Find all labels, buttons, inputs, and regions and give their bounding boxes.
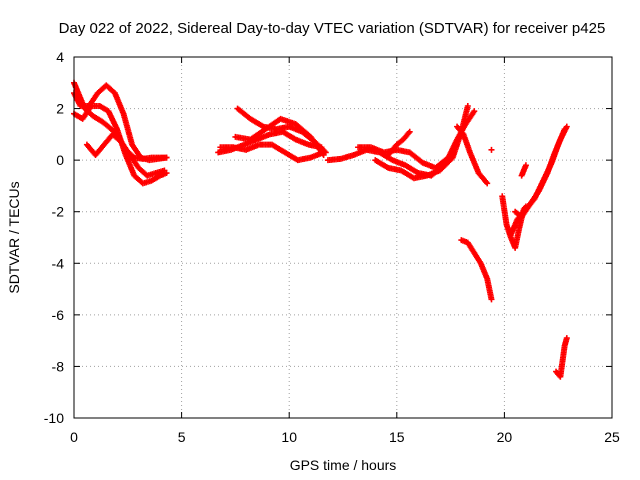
- y-tick-label: -2: [52, 204, 65, 220]
- data-point: [320, 151, 327, 158]
- series-track-d: [83, 131, 168, 179]
- y-tick-label: 0: [56, 152, 64, 168]
- data-point: [522, 162, 529, 169]
- series-track-o: [488, 146, 495, 153]
- data-point: [484, 180, 491, 187]
- data-point: [488, 146, 495, 153]
- data-point: [464, 102, 471, 109]
- y-tick-label: 2: [56, 101, 64, 117]
- data-point: [406, 128, 413, 135]
- x-tick-label: 10: [281, 429, 297, 445]
- series-track-n: [458, 237, 495, 303]
- data-point: [471, 108, 478, 115]
- x-tick-label: 5: [178, 429, 186, 445]
- data-point: [161, 167, 168, 174]
- data-point: [488, 296, 495, 303]
- y-tick-label: -8: [52, 358, 65, 374]
- x-tick-label: 25: [604, 429, 620, 445]
- series-track-k: [372, 102, 471, 182]
- series-track-r: [507, 126, 568, 238]
- chart-title: Day 022 of 2022, Sidereal Day-to-day VTE…: [59, 20, 606, 37]
- data-point: [561, 126, 568, 133]
- series-track-a: [71, 79, 170, 162]
- x-axis-label: GPS time / hours: [290, 457, 397, 473]
- data-point: [563, 335, 570, 342]
- series-track-t: [553, 335, 570, 380]
- plot-frame: [73, 56, 613, 419]
- series-track-l: [385, 128, 413, 158]
- series-track-g: [217, 141, 327, 164]
- y-tick-label: -4: [52, 255, 65, 271]
- series-track-s: [518, 162, 529, 179]
- series-track-h: [232, 115, 327, 158]
- series-track-m: [454, 123, 491, 187]
- y-tick-label: 4: [56, 49, 64, 65]
- y-tick-label: -10: [44, 410, 64, 426]
- data-points: [71, 79, 570, 380]
- y-tick-label: -6: [52, 307, 65, 323]
- x-tick-label: 15: [389, 429, 405, 445]
- x-tick-label: 0: [70, 429, 78, 445]
- x-tick-label: 20: [497, 429, 513, 445]
- series-track-b: [71, 82, 170, 164]
- data-point: [163, 154, 170, 161]
- y-axis-label: SDTVAR / TECUs: [6, 181, 22, 293]
- grid-lines: [74, 57, 612, 418]
